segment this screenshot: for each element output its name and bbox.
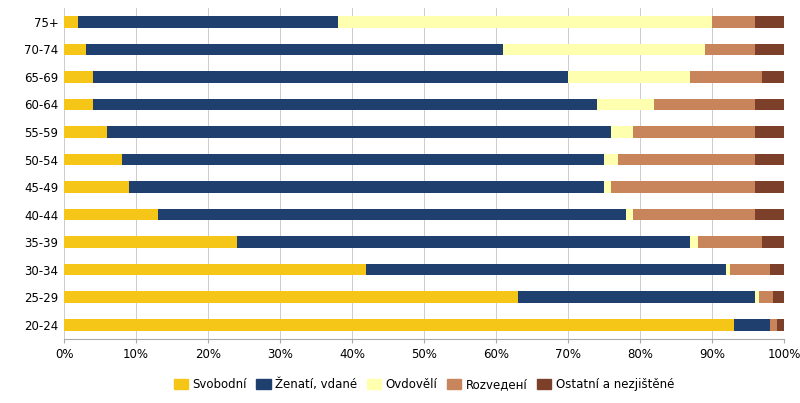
Bar [626,209,633,220]
Bar [604,154,618,165]
Bar [64,99,93,110]
Bar [64,236,237,248]
Bar [129,181,604,193]
Bar [734,319,770,330]
Bar [78,16,338,28]
Bar [633,126,755,138]
Bar [64,71,93,83]
Bar [237,236,690,248]
Bar [64,181,129,193]
Bar [64,209,158,220]
Bar [158,209,626,220]
Bar [773,291,784,303]
Bar [366,264,726,276]
Bar [93,71,568,83]
Bar [633,209,755,220]
Bar [518,291,755,303]
Bar [64,319,734,330]
Bar [712,16,755,28]
Bar [64,16,78,28]
Bar [755,44,784,55]
Legend: Svobodní, Ženatí, vdané, Ovdovělí, Rozveденí, Ostatní a nezjištěné: Svobodní, Ženatí, vdané, Ovdovělí, Rozve… [169,373,679,395]
Bar [726,264,730,276]
Bar [618,154,755,165]
Bar [690,71,762,83]
Bar [93,99,597,110]
Bar [690,236,698,248]
Bar [755,126,784,138]
Bar [755,181,784,193]
Bar [122,154,604,165]
Bar [503,44,705,55]
Bar [755,16,784,28]
Bar [611,181,755,193]
Bar [755,154,784,165]
Bar [107,126,611,138]
Bar [654,99,755,110]
Bar [755,209,784,220]
Bar [338,16,712,28]
Bar [597,99,654,110]
Bar [762,71,784,83]
Bar [698,236,762,248]
Bar [64,126,107,138]
Bar [755,291,759,303]
Bar [64,291,518,303]
Bar [770,264,784,276]
Bar [604,181,611,193]
Bar [64,154,122,165]
Bar [730,264,770,276]
Bar [777,319,784,330]
Bar [86,44,503,55]
Bar [611,126,633,138]
Bar [759,291,773,303]
Bar [64,264,366,276]
Bar [705,44,755,55]
Bar [770,319,777,330]
Bar [762,236,784,248]
Bar [64,44,86,55]
Bar [755,99,784,110]
Bar [568,71,690,83]
